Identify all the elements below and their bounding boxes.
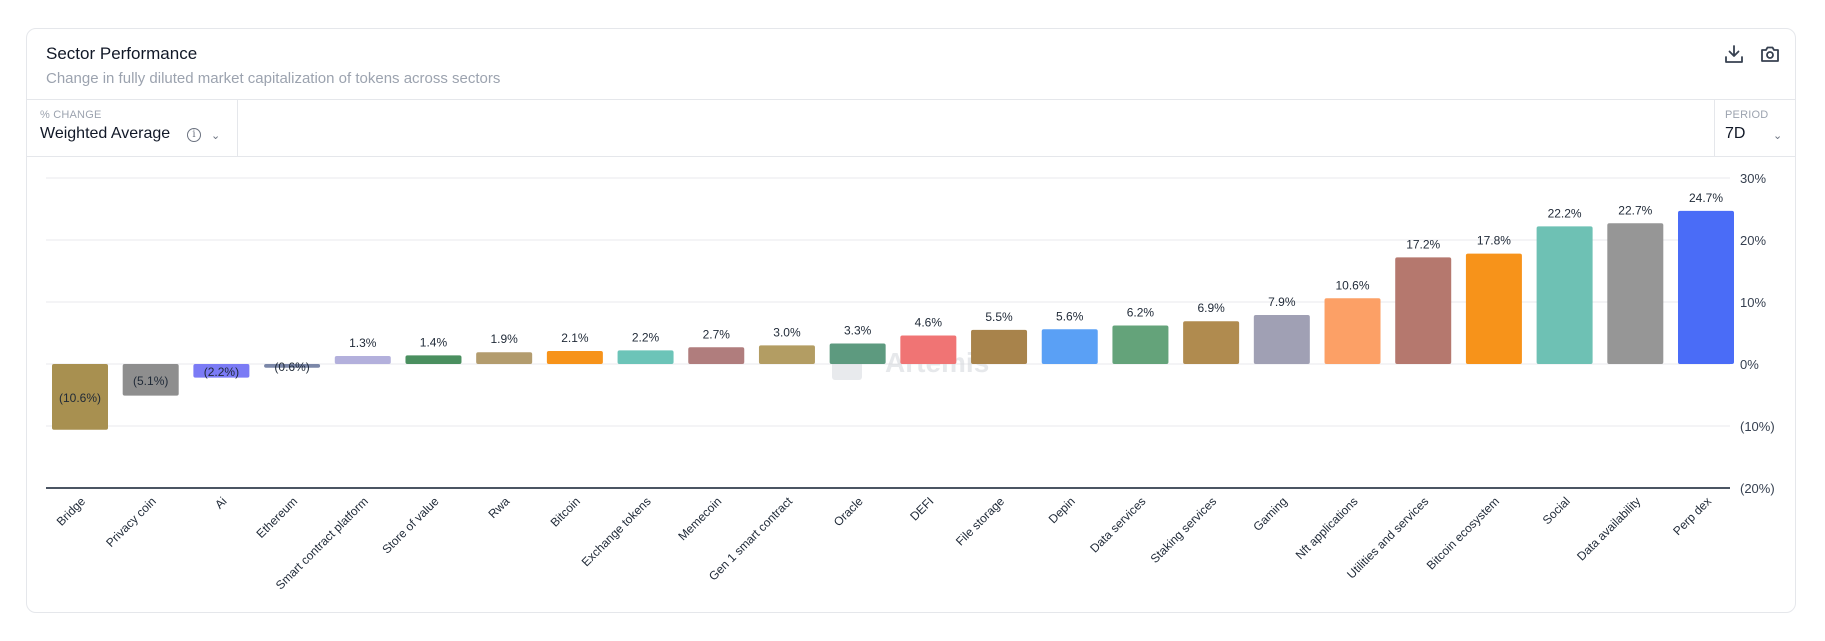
data-label: 6.9%: [1197, 301, 1225, 315]
bar: [1253, 315, 1310, 364]
y-tick-label: 30%: [1740, 171, 1766, 186]
data-label: 3.3%: [844, 324, 872, 338]
data-label: 1.3%: [349, 336, 377, 350]
x-tick-label: Social: [1540, 494, 1573, 527]
x-tick-label: Bitcoin: [548, 494, 583, 529]
metric-dropdown[interactable]: % CHANGE Weighted Average i ⌄: [27, 100, 238, 156]
x-tick-label: Data availability: [1574, 494, 1643, 563]
data-label: 6.2%: [1127, 306, 1155, 320]
y-tick-label: (20%): [1740, 481, 1775, 496]
x-tick-label: Gaming: [1250, 494, 1290, 534]
period-value: 7D: [1725, 125, 1746, 142]
period-label: PERIOD: [1725, 109, 1769, 121]
bar: [334, 355, 391, 364]
x-tick-label: Store of value: [379, 494, 441, 556]
bar: [52, 364, 108, 430]
bar: [1536, 226, 1593, 364]
card-subtitle: Change in fully diluted market capitaliz…: [46, 70, 501, 87]
metric-value: Weighted Average: [40, 125, 171, 142]
x-tick-label: File storage: [953, 494, 1007, 548]
bar: [1041, 329, 1098, 364]
bar: [1324, 298, 1381, 364]
bar: [900, 335, 957, 364]
sector-performance-card: Sector Performance Change in fully dilut…: [26, 28, 1796, 613]
x-tick-label: Privacy coin: [103, 494, 159, 550]
x-tick-label: Ai: [212, 494, 229, 511]
x-tick-label: Oracle: [831, 494, 866, 529]
bar: [617, 350, 674, 364]
data-label: 4.6%: [915, 315, 943, 329]
bar: [405, 355, 462, 364]
data-label: (2.2%): [204, 365, 239, 379]
chevron-down-icon: ⌄: [211, 130, 221, 142]
data-label: 7.9%: [1268, 295, 1296, 309]
x-tick-label: Bitcoin ecosystem: [1424, 494, 1502, 572]
data-label: 1.4%: [420, 335, 448, 349]
metric-label: % CHANGE: [40, 109, 102, 121]
bar: [758, 345, 815, 364]
x-tick-label: Memecoin: [675, 494, 724, 543]
data-label: 2.1%: [561, 331, 589, 345]
data-label: 24.7%: [1689, 191, 1723, 205]
data-label: 1.9%: [490, 332, 518, 346]
chart-controls: % CHANGE Weighted Average i ⌄ PERIOD 7D …: [27, 99, 1795, 157]
y-tick-label: 0%: [1740, 357, 1759, 372]
data-label: (5.1%): [133, 374, 168, 388]
data-label: 3.0%: [773, 325, 801, 339]
x-tick-label: Staking services: [1148, 494, 1220, 566]
bar: [122, 364, 179, 396]
bar: [1607, 223, 1664, 364]
x-tick-label: Ethereum: [254, 494, 301, 541]
bar: [829, 343, 886, 364]
chevron-down-icon: ⌄: [1773, 130, 1783, 142]
bar: [476, 352, 533, 364]
x-tick-label: Depin: [1046, 494, 1078, 526]
bar: [193, 364, 250, 378]
bar: [688, 347, 745, 364]
data-label: 2.7%: [703, 327, 731, 341]
data-label: 22.2%: [1548, 206, 1582, 220]
y-tick-label: (10%): [1740, 419, 1775, 434]
data-label: (10.6%): [59, 391, 101, 405]
download-icon[interactable]: [1723, 43, 1745, 65]
x-tick-label: Data services: [1087, 494, 1148, 555]
bar: [1183, 321, 1240, 364]
bar: [1678, 210, 1734, 364]
data-label: 17.8%: [1477, 234, 1511, 248]
camera-icon[interactable]: [1759, 43, 1781, 65]
bar: [546, 350, 603, 364]
y-tick-label: 10%: [1740, 295, 1766, 310]
bar: [1112, 325, 1169, 364]
x-tick-label: Bridge: [54, 494, 89, 529]
data-label: 2.2%: [632, 330, 660, 344]
info-icon[interactable]: i: [187, 128, 201, 142]
data-label: (0.6%): [274, 360, 309, 374]
y-tick-label: 20%: [1740, 233, 1766, 248]
data-label: 5.6%: [1056, 309, 1084, 323]
data-label: 10.6%: [1336, 278, 1370, 292]
bar: [1395, 257, 1452, 364]
bar: [264, 364, 321, 368]
data-label: 22.7%: [1618, 203, 1652, 217]
x-tick-label: Rwa: [485, 494, 512, 521]
x-tick-label: Perp dex: [1670, 494, 1714, 538]
bar: [1465, 253, 1522, 364]
data-label: 17.2%: [1406, 237, 1440, 251]
x-tick-label: Nft applications: [1293, 494, 1361, 562]
data-label: 5.5%: [985, 310, 1013, 324]
card-title: Sector Performance: [46, 44, 198, 63]
period-dropdown[interactable]: PERIOD 7D ⌄: [1714, 100, 1795, 156]
x-tick-label: DEFI: [907, 494, 936, 523]
x-tick-label: Exchange tokens: [579, 494, 654, 569]
bar: [971, 329, 1028, 364]
